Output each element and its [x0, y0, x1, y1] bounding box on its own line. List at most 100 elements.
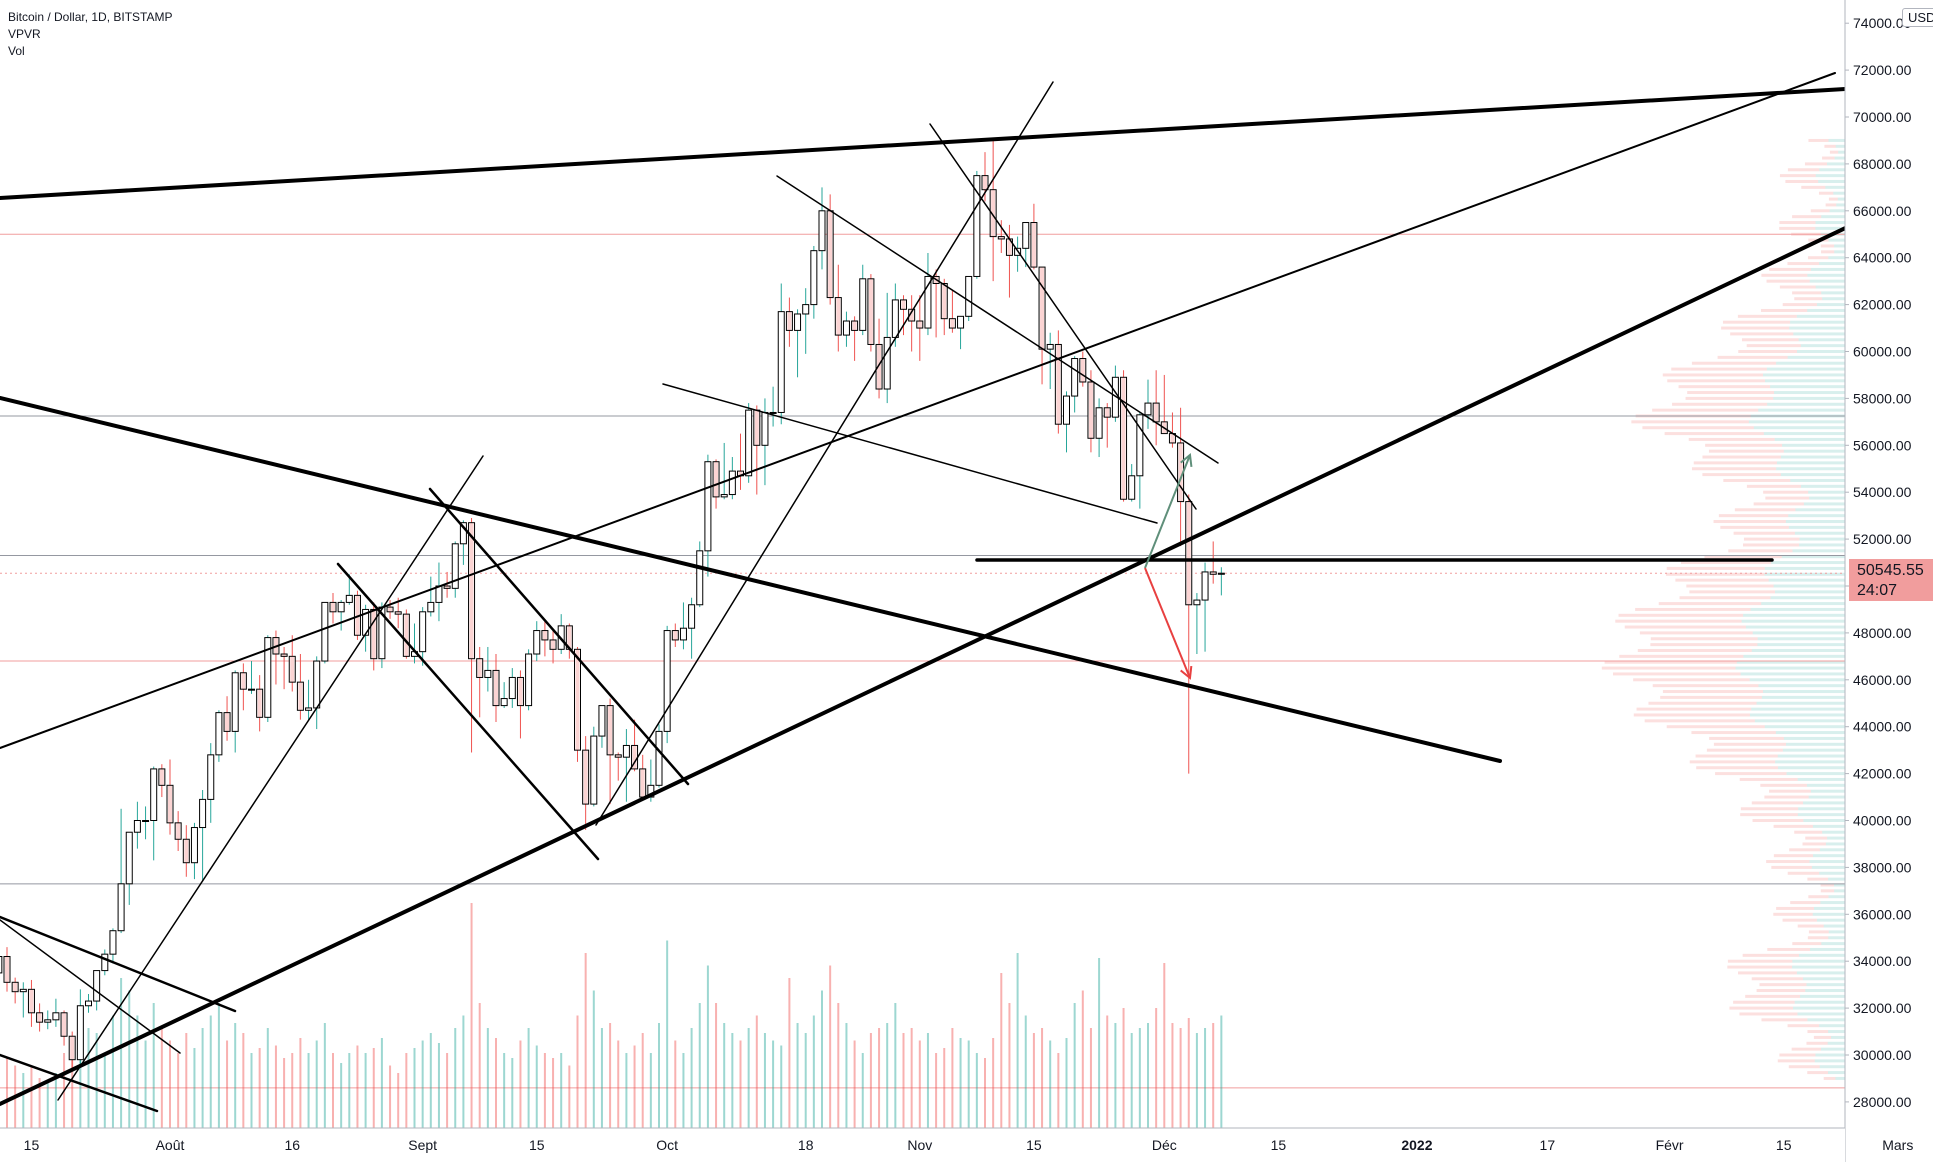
candle[interactable]: [639, 754, 647, 800]
legend-title[interactable]: Bitcoin / Dollar, 1D, BITSTAMP: [8, 10, 173, 24]
candle[interactable]: [476, 646, 484, 718]
candle[interactable]: [443, 571, 451, 598]
sept-channel-line-upper[interactable]: [428, 487, 690, 786]
candle[interactable]: [606, 698, 614, 805]
candle[interactable]: [525, 649, 533, 711]
candle[interactable]: [533, 621, 541, 662]
candle[interactable]: [296, 654, 304, 720]
candle[interactable]: [875, 318, 883, 399]
candle[interactable]: [451, 541, 459, 598]
candle[interactable]: [614, 752, 622, 781]
triangle-line-lower[interactable]: [662, 383, 1158, 524]
candle[interactable]: [484, 646, 492, 692]
candle[interactable]: [622, 729, 630, 802]
candle[interactable]: [109, 928, 117, 964]
candle[interactable]: [0, 945, 3, 978]
candle[interactable]: [133, 801, 141, 849]
candle[interactable]: [1111, 365, 1119, 422]
candle[interactable]: [468, 517, 476, 753]
candle[interactable]: [794, 309, 802, 378]
candle[interactable]: [231, 670, 239, 753]
candle[interactable]: [1087, 370, 1095, 453]
candle[interactable]: [834, 264, 842, 352]
lower-left-line-1[interactable]: [0, 915, 237, 1013]
support-line-rising[interactable]: [0, 193, 1917, 1106]
candle[interactable]: [957, 315, 965, 350]
candle[interactable]: [402, 609, 410, 659]
lower-left-line-3[interactable]: [0, 919, 181, 1054]
candle[interactable]: [688, 597, 696, 659]
candle[interactable]: [288, 635, 296, 692]
lower-left-line-2[interactable]: [0, 1053, 159, 1113]
candle[interactable]: [1095, 398, 1103, 458]
candle[interactable]: [924, 253, 932, 336]
candle[interactable]: [207, 743, 215, 823]
candle[interactable]: [44, 1010, 52, 1030]
candle[interactable]: [101, 949, 109, 976]
candle[interactable]: [190, 822, 198, 880]
candle[interactable]: [182, 825, 190, 877]
legend-indicator-vpvr[interactable]: VPVR: [8, 27, 41, 41]
legend-indicator-vol[interactable]: Vol: [8, 44, 25, 58]
candle[interactable]: [851, 316, 859, 361]
candle[interactable]: [248, 661, 255, 694]
candle[interactable]: [239, 663, 247, 711]
candle[interactable]: [337, 600, 345, 631]
candle[interactable]: [321, 601, 329, 664]
bearish-projection-arrow[interactable]: [1144, 567, 1193, 680]
channel-line-rising-thin[interactable]: [0, 72, 1836, 749]
candle[interactable]: [916, 295, 924, 361]
candle[interactable]: [1160, 374, 1168, 435]
candle[interactable]: [769, 386, 777, 427]
candle[interactable]: [272, 630, 280, 685]
candle[interactable]: [27, 979, 35, 1027]
candle[interactable]: [679, 602, 687, 650]
triangle-line-upper[interactable]: [776, 175, 1219, 464]
trendline-falling-long[interactable]: [0, 396, 1502, 763]
candle[interactable]: [305, 679, 313, 720]
candle[interactable]: [981, 152, 989, 202]
candle[interactable]: [883, 292, 891, 404]
candle[interactable]: [1128, 464, 1136, 502]
steep-uptrend-line-1[interactable]: [57, 455, 484, 1101]
candle[interactable]: [256, 675, 264, 732]
candle[interactable]: [492, 654, 500, 723]
candle[interactable]: [973, 170, 981, 279]
candle[interactable]: [223, 696, 231, 741]
candle[interactable]: [859, 264, 867, 336]
candle[interactable]: [1103, 403, 1111, 448]
candle[interactable]: [142, 806, 150, 840]
candle[interactable]: [663, 625, 671, 744]
candle[interactable]: [500, 682, 508, 708]
candle[interactable]: [696, 541, 704, 608]
candle[interactable]: [557, 614, 565, 655]
candle[interactable]: [1038, 266, 1046, 385]
candle[interactable]: [948, 290, 956, 333]
candle[interactable]: [1054, 330, 1062, 434]
candle[interactable]: [802, 288, 810, 354]
candle[interactable]: [1144, 379, 1152, 429]
candle[interactable]: [60, 1010, 68, 1046]
candle[interactable]: [1152, 370, 1160, 446]
candle[interactable]: [737, 433, 744, 490]
candle[interactable]: [867, 274, 875, 352]
candle[interactable]: [386, 600, 394, 619]
candle[interactable]: [745, 403, 753, 483]
candle[interactable]: [810, 245, 818, 319]
candle[interactable]: [427, 576, 435, 617]
candle[interactable]: [11, 977, 19, 1004]
candle[interactable]: [174, 811, 182, 851]
candle[interactable]: [574, 646, 581, 762]
candle[interactable]: [76, 989, 84, 1067]
candle[interactable]: [1079, 351, 1087, 387]
candle[interactable]: [508, 668, 516, 708]
candle[interactable]: [19, 982, 27, 1018]
sept-channel-line-lower[interactable]: [336, 562, 600, 861]
descending-line-steep[interactable]: [929, 123, 1197, 510]
currency-button[interactable]: USD: [1902, 8, 1933, 27]
candle[interactable]: [908, 295, 916, 352]
candle[interactable]: [565, 623, 573, 659]
candle[interactable]: [370, 602, 378, 671]
candle[interactable]: [965, 275, 973, 322]
